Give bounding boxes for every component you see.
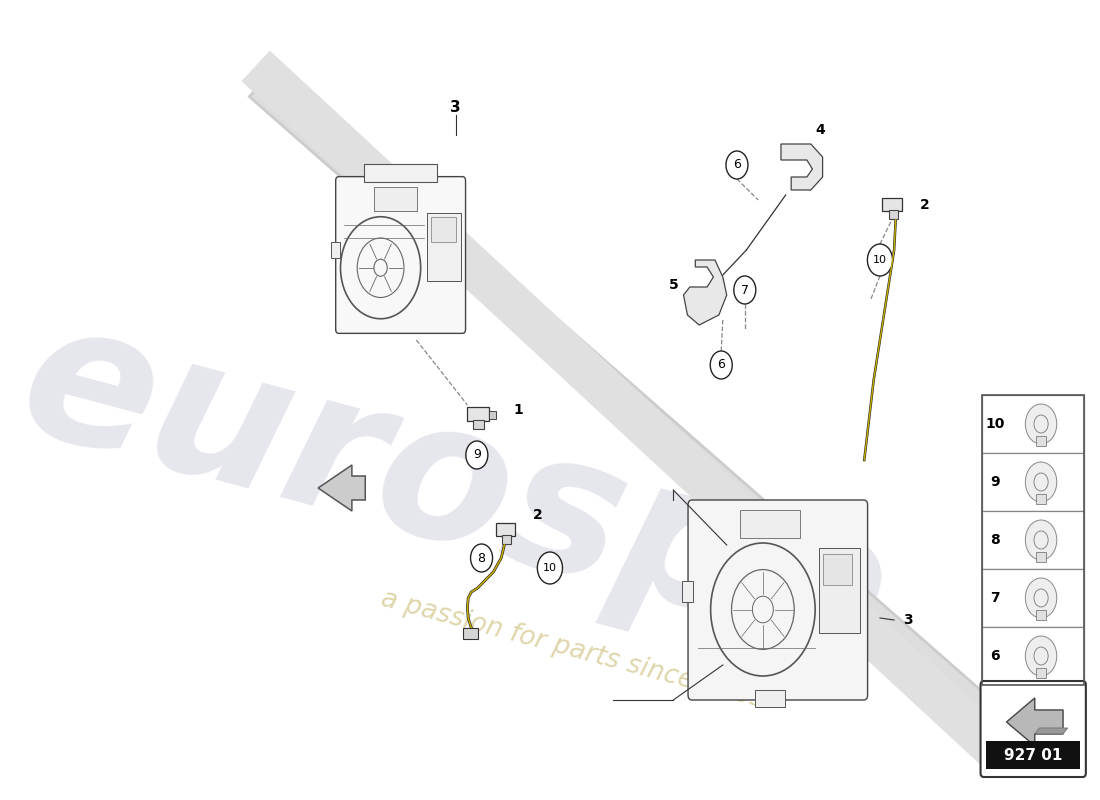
Text: 8: 8 [990, 533, 1000, 547]
Text: 927 01: 927 01 [1004, 747, 1063, 762]
Bar [982, 511, 1085, 569]
Bar [463, 628, 477, 639]
Text: 4: 4 [815, 123, 825, 137]
Text: 2: 2 [534, 508, 543, 522]
Polygon shape [683, 260, 727, 325]
Text: 9: 9 [473, 449, 481, 462]
Bar [740, 510, 800, 538]
FancyBboxPatch shape [688, 500, 868, 700]
Circle shape [538, 552, 562, 584]
Bar [982, 453, 1085, 511]
Bar [986, 741, 1080, 769]
Bar [331, 242, 340, 258]
Text: 1: 1 [514, 403, 524, 417]
Polygon shape [318, 465, 365, 511]
Bar [431, 217, 456, 242]
Bar [982, 395, 1085, 453]
Bar [1036, 552, 1046, 562]
Circle shape [734, 276, 756, 304]
Bar [982, 569, 1085, 627]
Polygon shape [1006, 698, 1063, 746]
Text: 7: 7 [740, 283, 749, 297]
Circle shape [465, 441, 487, 469]
Text: 7: 7 [990, 591, 1000, 605]
Bar [473, 420, 484, 429]
Bar [889, 210, 898, 219]
Bar [1036, 668, 1046, 678]
Bar [982, 395, 1085, 685]
Bar [882, 198, 902, 211]
Bar [1036, 436, 1046, 446]
Bar [756, 690, 785, 707]
Bar [982, 627, 1085, 685]
FancyBboxPatch shape [980, 681, 1086, 777]
Bar [427, 213, 461, 281]
Text: 3: 3 [903, 613, 912, 627]
Circle shape [1025, 520, 1057, 560]
Text: 10: 10 [873, 255, 887, 265]
Bar [1036, 494, 1046, 504]
Text: 9: 9 [990, 475, 1000, 489]
Text: 6: 6 [717, 358, 725, 371]
Circle shape [1025, 636, 1057, 676]
FancyBboxPatch shape [336, 177, 465, 334]
Text: a passion for parts since 1985: a passion for parts since 1985 [377, 586, 769, 714]
Bar [502, 535, 512, 544]
Text: 8: 8 [477, 551, 485, 565]
Text: eurospe: eurospe [3, 285, 909, 695]
Text: 2: 2 [920, 198, 929, 212]
Circle shape [868, 244, 892, 276]
Bar [682, 581, 693, 602]
Text: 10: 10 [543, 563, 557, 573]
Text: 10: 10 [984, 417, 1004, 431]
Text: 5: 5 [669, 278, 679, 292]
Text: 6: 6 [990, 649, 1000, 663]
Bar [1036, 610, 1046, 620]
Polygon shape [781, 144, 823, 190]
Circle shape [1025, 462, 1057, 502]
Bar [818, 548, 860, 634]
Bar [374, 187, 417, 211]
Text: 3: 3 [450, 101, 461, 115]
Bar [823, 554, 852, 585]
Bar [468, 407, 490, 421]
Circle shape [726, 151, 748, 179]
Polygon shape [1035, 728, 1068, 734]
Bar [496, 523, 515, 536]
Circle shape [711, 351, 733, 379]
Circle shape [1025, 404, 1057, 444]
Bar [364, 164, 438, 182]
Bar [488, 411, 496, 419]
Circle shape [471, 544, 493, 572]
Text: 6: 6 [733, 158, 741, 171]
Circle shape [1025, 578, 1057, 618]
